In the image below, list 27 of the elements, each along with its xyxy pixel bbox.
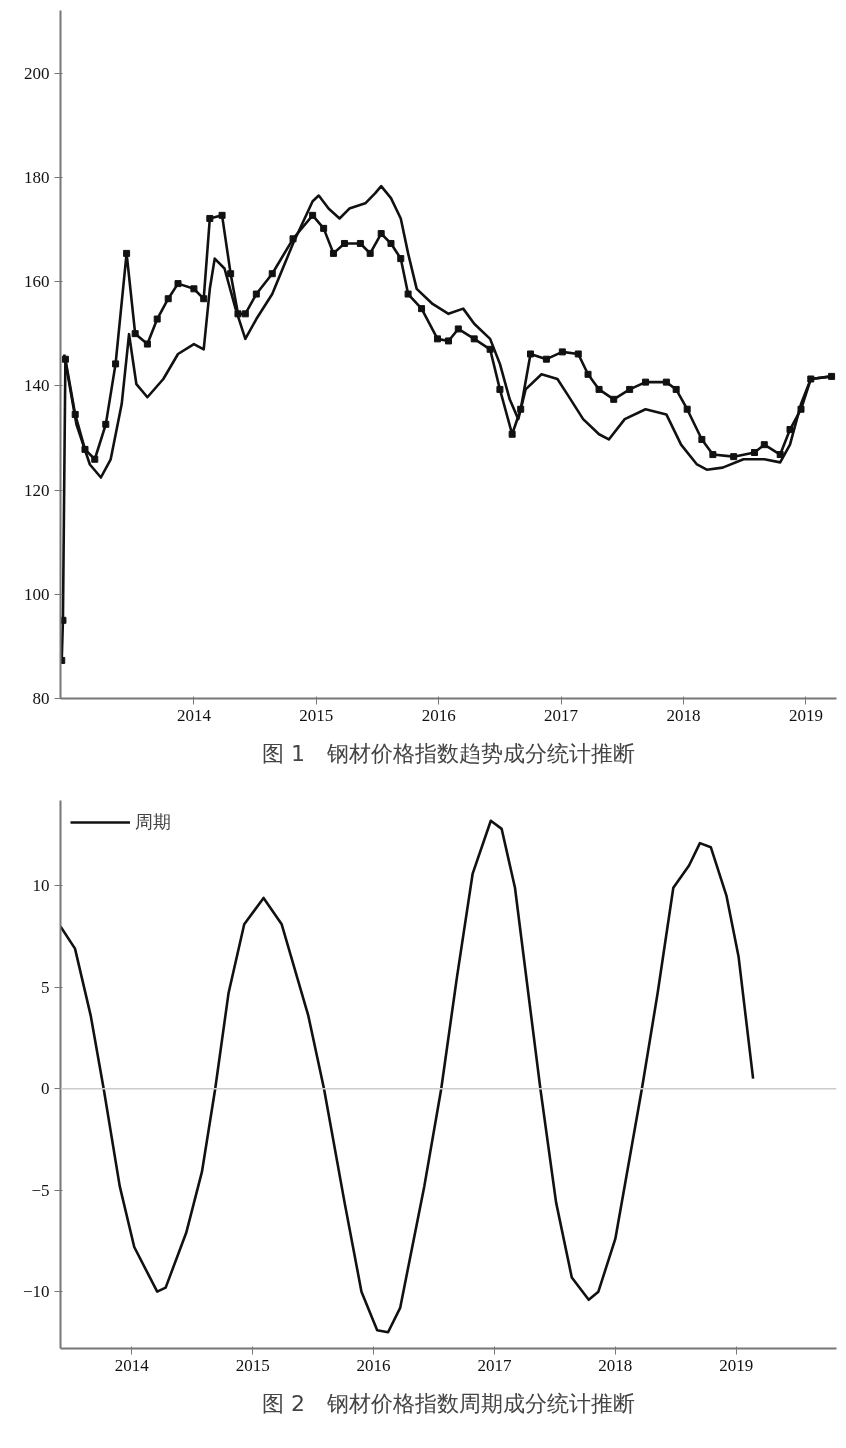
y-tick-label: 10: [32, 876, 50, 896]
y-tick-label: 120: [24, 480, 50, 500]
y-tick-label: 140: [24, 376, 50, 396]
y-tick-label: −5: [31, 1180, 50, 1200]
y-tick-label: 180: [24, 167, 50, 187]
y-tick-label: 0: [41, 1079, 50, 1099]
x-tick-label: 2017: [477, 1355, 512, 1375]
caption: 图 2 钢材价格指数周期成分统计推断: [262, 1390, 635, 1416]
y-tick-label: 5: [41, 977, 50, 997]
x-tick-label: 2019: [788, 705, 823, 725]
x-tick-label: 2019: [719, 1355, 754, 1375]
caption: 图 1 钢材价格指数趋势成分统计推断: [262, 740, 635, 766]
y-tick-label: 80: [32, 689, 50, 708]
y-tick-label: −10: [22, 1282, 50, 1302]
x-tick-label: 2015: [299, 705, 334, 725]
x-tick-label: 2018: [666, 705, 701, 725]
y-tick-label: 100: [24, 584, 50, 604]
x-tick-label: 2014: [114, 1355, 150, 1375]
x-tick-label: 2016: [356, 1355, 391, 1375]
legend-label: 周期: [135, 811, 171, 834]
x-tick-label: 2018: [598, 1355, 633, 1375]
x-tick-label: 2014: [176, 705, 212, 725]
x-tick-label: 2017: [544, 705, 579, 725]
x-tick-label: 2016: [421, 705, 456, 725]
y-tick-label: 200: [24, 63, 50, 83]
x-tick-label: 2015: [235, 1355, 270, 1375]
y-tick-label: 160: [24, 272, 50, 292]
